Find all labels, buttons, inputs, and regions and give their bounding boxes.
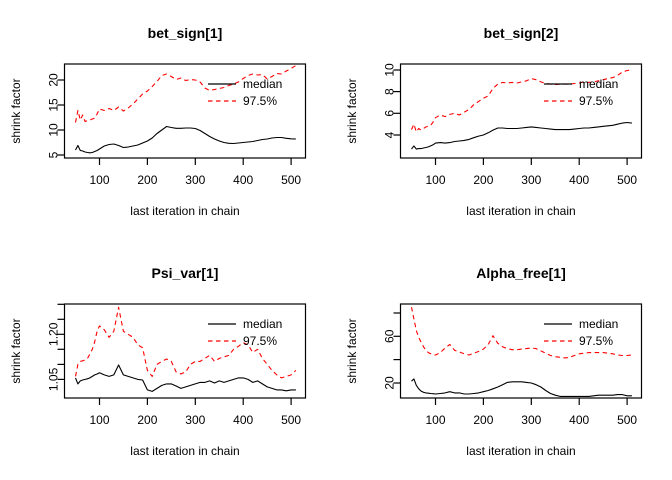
x-tick-label: 500	[617, 173, 637, 187]
plot-border	[399, 63, 643, 159]
legend-upper-label: 97.5%	[243, 94, 277, 108]
y-tick-label: 6	[383, 110, 397, 117]
x-tick-label: 400	[233, 413, 253, 427]
y-tick-label: 1.20	[47, 322, 61, 346]
x-axis-label: last iteration in chain	[130, 204, 239, 218]
panel-title: Psi_var[1]	[152, 265, 219, 281]
y-tick-label: 15	[47, 98, 61, 112]
y-tick-label: 4	[383, 131, 397, 138]
plot-border	[63, 63, 307, 159]
x-tick-label: 500	[617, 413, 637, 427]
x-tick-label: 200	[473, 413, 493, 427]
x-axis-label: last iteration in chain	[466, 444, 575, 458]
plot-border	[63, 303, 307, 399]
y-tick-label: 10	[47, 123, 61, 137]
x-tick-label: 100	[89, 173, 109, 187]
median-line	[411, 121, 632, 150]
y-tick-label: 60	[383, 329, 397, 343]
legend-upper-label: 97.5%	[579, 334, 613, 348]
panel-bet-sign-1: 100 200 300 400 500 5 10 15 20 bet_sign[1]last it…	[9, 25, 307, 218]
upper-quantile-line	[410, 306, 632, 359]
x-tick-label: 100	[425, 413, 445, 427]
y-axis-label: shrink factor	[345, 78, 359, 143]
legend-median-label: median	[579, 317, 618, 331]
panel-title: bet_sign[1]	[148, 25, 223, 41]
y-tick-label: 1.05	[47, 367, 61, 391]
legend-upper-label: 97.5%	[579, 94, 613, 108]
panel-bet-sign-2: 100 200 300 400 500 4 6 8 10 bet_sign[2]last iter…	[345, 25, 643, 218]
x-tick-label: 300	[185, 413, 205, 427]
x-tick-label: 200	[137, 413, 157, 427]
y-axis-label: shrink factor	[9, 78, 23, 143]
x-tick-label: 200	[473, 173, 493, 187]
median-line	[74, 364, 296, 392]
legend-upper-label: 97.5%	[243, 334, 277, 348]
x-tick-label: 300	[521, 173, 541, 187]
panel-alpha-free-1: 100 200 300 400 500 20 60 Alpha_free[1]last ite…	[345, 265, 643, 458]
x-axis-label: last iteration in chain	[466, 204, 575, 218]
y-tick-label: 5	[47, 151, 61, 158]
x-tick-label: 500	[281, 173, 301, 187]
x-tick-label: 300	[185, 173, 205, 187]
panel-title: bet_sign[2]	[484, 25, 559, 41]
x-axis-label: last iteration in chain	[130, 444, 239, 458]
median-line	[411, 378, 632, 397]
upper-quantile-line	[74, 65, 297, 123]
y-axis-label: shrink factor	[345, 318, 359, 383]
legend-median-label: median	[243, 77, 282, 91]
x-tick-label: 200	[137, 173, 157, 187]
x-tick-label: 400	[569, 413, 589, 427]
x-tick-label: 500	[281, 413, 301, 427]
y-axis-label: shrink factor	[9, 318, 23, 383]
x-tick-label: 100	[89, 413, 109, 427]
plot-border	[399, 303, 643, 399]
y-tick-label: 20	[383, 376, 397, 390]
y-tick-label: 10	[383, 63, 397, 77]
panel-title: Alpha_free[1]	[476, 265, 565, 281]
x-tick-label: 400	[569, 173, 589, 187]
y-tick-label: 8	[383, 88, 397, 95]
x-tick-label: 300	[521, 413, 541, 427]
legend-median-label: median	[243, 317, 282, 331]
upper-quantile-line	[74, 306, 297, 379]
panel-psi-var-1: 100 200 300 400 500 1.05 1.20 Psi_var[1]last it…	[9, 265, 307, 458]
x-tick-label: 100	[425, 173, 445, 187]
x-tick-label: 400	[233, 173, 253, 187]
upper-quantile-line	[410, 69, 632, 133]
legend-median-label: median	[579, 77, 618, 91]
y-tick-label: 20	[47, 73, 61, 87]
median-line	[75, 125, 296, 154]
